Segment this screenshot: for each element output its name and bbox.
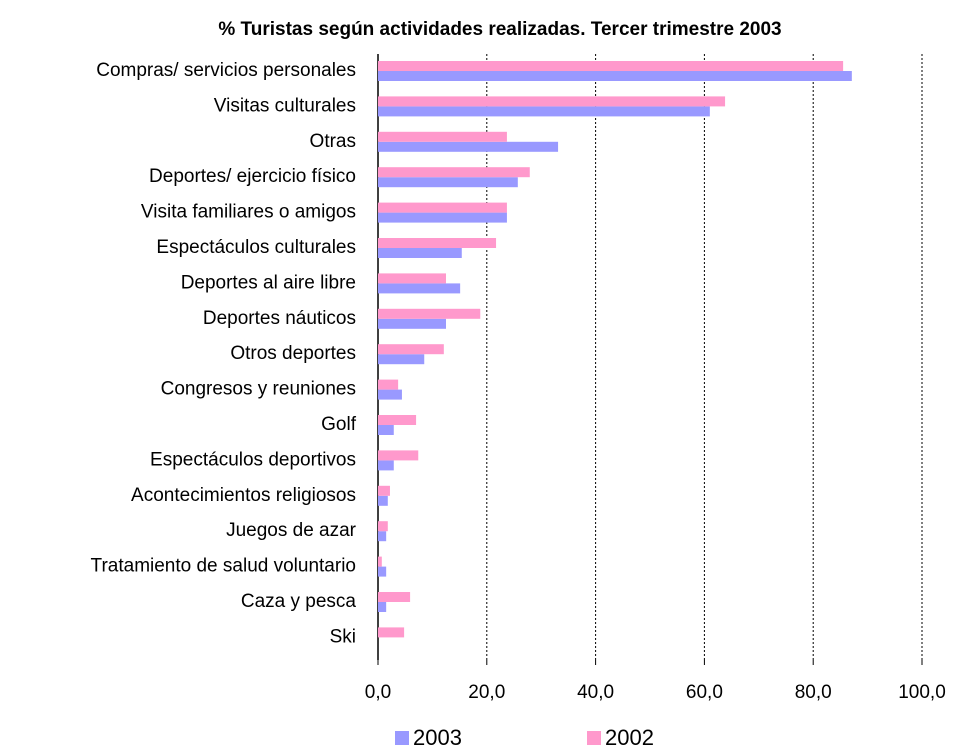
chart-title: % Turistas según actividades realizadas.… <box>218 19 781 40</box>
legend-swatch <box>587 731 601 745</box>
legend-label: 2003 <box>413 725 462 748</box>
bar <box>378 531 387 542</box>
bar <box>378 167 530 178</box>
bar <box>378 61 844 71</box>
x-tick-label: 100,0 <box>898 682 946 703</box>
bar <box>378 141 559 152</box>
legend-label: 2002 <box>605 725 654 748</box>
y-tick-label: Acontecimientos religiosos <box>131 485 356 506</box>
y-tick-label: Visita familiares o amigos <box>141 202 356 223</box>
legend-swatch <box>395 731 409 745</box>
bar <box>378 212 507 223</box>
bar <box>378 389 402 400</box>
bar <box>378 485 390 496</box>
bar <box>378 566 387 577</box>
bar <box>378 283 461 294</box>
x-tick-label: 0,0 <box>365 682 391 703</box>
bar <box>378 379 399 390</box>
y-tick-label: Espectáculos deportivos <box>150 449 356 470</box>
bar <box>378 106 710 117</box>
x-tick-label: 40,0 <box>577 682 614 703</box>
bar <box>378 460 394 471</box>
y-tick-label: Juegos de azar <box>226 520 357 541</box>
bar <box>378 318 446 329</box>
y-tick-label: Deportes náuticos <box>203 308 356 329</box>
bar <box>378 450 419 461</box>
bar <box>378 521 388 532</box>
y-tick-label: Congresos y reuniones <box>161 379 356 400</box>
bar <box>378 495 388 506</box>
bar <box>378 273 446 284</box>
bar <box>378 627 405 638</box>
bar <box>378 354 425 365</box>
y-tick-label: Compras/ servicios personales <box>96 60 356 81</box>
y-tick-label: Golf <box>321 414 357 435</box>
bar <box>378 248 462 258</box>
bar <box>378 202 507 213</box>
y-tick-label: Tratamiento de salud voluntario <box>91 556 356 577</box>
bar <box>378 344 444 355</box>
bar <box>378 592 411 602</box>
bar <box>378 308 481 319</box>
x-tick-label: 80,0 <box>795 682 832 703</box>
y-tick-label: Otras <box>310 131 356 152</box>
bar <box>378 96 726 107</box>
bar <box>378 131 507 142</box>
y-tick-label: Deportes al aire libre <box>181 272 356 293</box>
bar <box>378 71 852 81</box>
bar <box>378 425 394 435</box>
y-tick-label: Ski <box>330 626 356 647</box>
y-tick-label: Deportes/ ejercicio físico <box>149 166 356 187</box>
bar <box>378 556 382 567</box>
y-tick-label: Visitas culturales <box>214 95 356 116</box>
bar <box>378 415 417 425</box>
x-tick-label: 60,0 <box>686 682 723 703</box>
y-tick-label: Espectáculos culturales <box>156 237 356 258</box>
bar <box>378 602 387 612</box>
y-tick-label: Caza y pesca <box>241 591 357 612</box>
y-tick-label: Otros deportes <box>230 343 356 364</box>
bar <box>378 238 497 248</box>
bar <box>378 177 518 188</box>
x-tick-label: 20,0 <box>468 682 505 703</box>
